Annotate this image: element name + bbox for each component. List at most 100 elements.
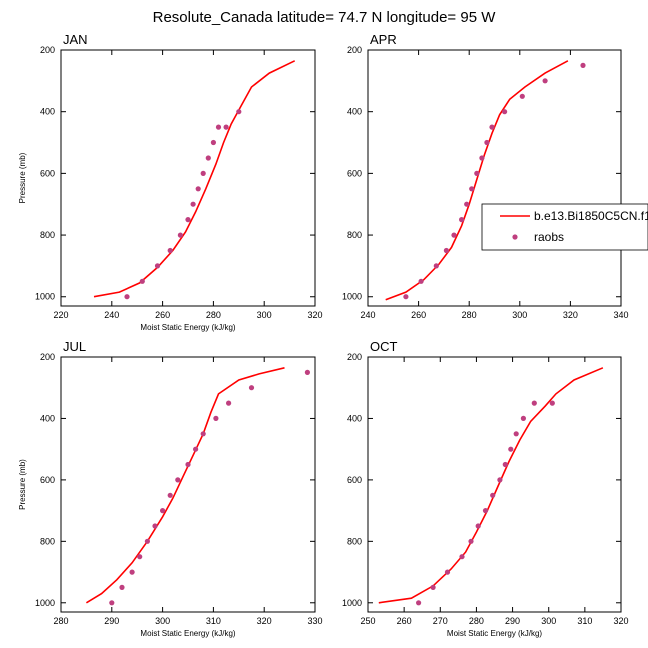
- raobs-point: [468, 538, 474, 544]
- y-tick-label: 1000: [35, 598, 55, 608]
- raobs-point: [200, 170, 206, 176]
- x-tick-label: 320: [563, 310, 578, 320]
- raobs-point: [464, 201, 470, 207]
- x-tick-label: 300: [512, 310, 527, 320]
- raobs-point: [304, 369, 310, 375]
- legend-dot-marker: [512, 234, 518, 240]
- raobs-point: [482, 508, 489, 514]
- y-axis-label: Pressure (mb): [18, 152, 27, 203]
- raobs-point: [129, 569, 135, 575]
- x-tick-label: 270: [433, 616, 448, 626]
- x-tick-label: 220: [53, 310, 68, 320]
- y-tick-label: 600: [40, 475, 55, 485]
- y-tick-label: 600: [40, 168, 55, 178]
- raobs-point: [580, 62, 586, 68]
- y-tick-label: 600: [347, 168, 362, 178]
- figure-title: Resolute_Canada latitude= 74.7 N longitu…: [153, 9, 497, 26]
- raobs-point: [175, 477, 181, 483]
- raobs-point: [484, 139, 490, 146]
- y-tick-label: 200: [347, 45, 362, 55]
- legend: b.e13.Bi1850C5CN.f1 raobs: [481, 203, 648, 251]
- y-tick-label: 400: [40, 413, 55, 423]
- y-tick-label: 800: [40, 536, 55, 546]
- raobs-point: [226, 400, 232, 406]
- raobs-point: [433, 263, 439, 269]
- raobs-point: [109, 600, 115, 606]
- y-tick-label: 400: [347, 413, 362, 423]
- legend-box: [481, 203, 648, 251]
- raobs-point: [443, 247, 449, 254]
- x-tick-label: 310: [577, 616, 592, 626]
- raobs-point: [193, 446, 199, 452]
- x-tick-label: 290: [505, 616, 520, 626]
- raobs-point: [210, 139, 216, 146]
- x-tick-label: 300: [155, 616, 170, 626]
- x-axis-label: Moist Static Energy (kJ/kg): [447, 629, 542, 638]
- x-tick-label: 320: [307, 310, 322, 320]
- x-axis-label: Moist Static Energy (kJ/kg): [140, 323, 235, 332]
- y-tick-label: 600: [347, 475, 362, 485]
- raobs-point: [205, 155, 211, 161]
- x-tick-label: 280: [469, 616, 484, 626]
- y-tick-label: 400: [40, 107, 55, 117]
- raobs-point: [213, 415, 219, 421]
- raobs-point: [489, 124, 495, 130]
- x-tick-label: 320: [613, 616, 628, 626]
- x-tick-label: 290: [104, 616, 119, 626]
- model-line: [85, 367, 285, 604]
- x-tick-label: 310: [206, 616, 221, 626]
- model-line: [378, 367, 604, 604]
- raobs-point: [137, 554, 143, 560]
- legend-model-label: b.e13.Bi1850C5CN.f1: [534, 209, 648, 223]
- raobs-point: [513, 431, 519, 437]
- y-tick-label: 200: [347, 352, 362, 362]
- raobs-point: [185, 217, 191, 223]
- raobs-point: [248, 385, 255, 391]
- raobs-point: [160, 508, 166, 514]
- y-tick-label: 200: [40, 45, 55, 55]
- panel-oct: OCT 250 260 270 280 290 300 310 320 200 400 600 800 1…: [342, 339, 629, 638]
- y-tick-label: 200: [40, 352, 55, 362]
- raobs-point: [502, 109, 508, 115]
- panel-apr: APR 240 260 280 300 320 340 200 400 600 800 1000: [342, 32, 629, 320]
- plot-frame: [60, 356, 316, 613]
- panel-jul: JUL 280 290 300 310 320 330 200 400 600 800 1000 Moi…: [18, 339, 323, 638]
- raobs-point: [236, 109, 242, 115]
- raobs-point: [144, 538, 150, 544]
- raobs-point: [223, 124, 229, 130]
- panel-title: JUL: [63, 339, 86, 354]
- panel-jan: JAN 220 240 260 280 300 320 200 400 600 800 1000 Moi…: [18, 32, 323, 332]
- raobs-point: [459, 554, 465, 560]
- y-axis-label: Pressure (mb): [18, 459, 27, 510]
- x-tick-label: 320: [257, 616, 272, 626]
- raobs-point: [177, 232, 183, 238]
- x-tick-label: 240: [104, 310, 119, 320]
- model-line: [93, 60, 296, 298]
- x-tick-label: 340: [613, 310, 628, 320]
- plot-frame: [367, 49, 622, 307]
- raobs-point: [152, 523, 158, 529]
- x-tick-label: 260: [411, 310, 426, 320]
- raobs-point: [416, 600, 422, 606]
- y-tick-label: 800: [347, 536, 362, 546]
- raobs-point: [195, 186, 201, 192]
- raobs-point: [531, 400, 537, 406]
- x-tick-label: 330: [307, 616, 322, 626]
- x-tick-label: 300: [541, 616, 556, 626]
- plot-frame: [60, 49, 316, 307]
- raobs-point: [167, 247, 173, 254]
- plot-frame: [367, 356, 622, 613]
- x-tick-label: 280: [462, 310, 477, 320]
- raobs-point: [403, 294, 409, 300]
- raobs-point: [167, 492, 173, 498]
- panel-title: OCT: [370, 339, 398, 354]
- raobs-point: [490, 492, 496, 498]
- x-tick-label: 240: [360, 310, 375, 320]
- raobs-point: [154, 263, 161, 269]
- raobs-point: [430, 584, 436, 591]
- y-tick-label: 800: [40, 230, 55, 240]
- raobs-point: [418, 278, 424, 284]
- x-tick-label: 280: [206, 310, 221, 320]
- y-tick-label: 400: [347, 107, 362, 117]
- raobs-point: [185, 461, 191, 468]
